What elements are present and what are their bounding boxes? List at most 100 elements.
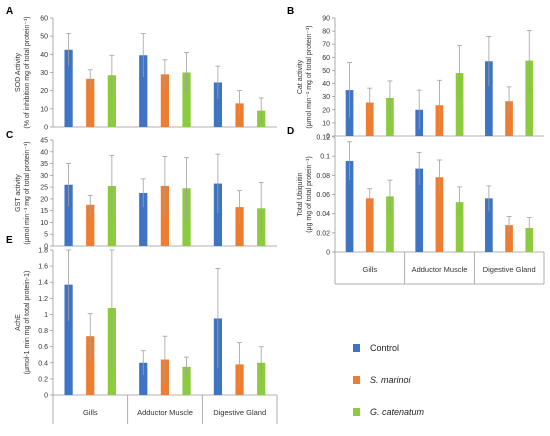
bar-g-catenatum — [525, 228, 534, 252]
category-label: Gills — [363, 265, 378, 274]
y-axis-title: Total Ubiquitin — [297, 172, 304, 216]
y-tick-label: 0.2 — [38, 376, 48, 383]
panel-letter: C — [6, 130, 13, 141]
y-tick-label: 1.6 — [38, 264, 48, 271]
y-tick-label: 80 — [322, 29, 330, 36]
bar-s-marinoi — [505, 225, 513, 252]
category-label: Digestive Gland — [483, 265, 536, 274]
y-axis-subtitle: (µmol-1 min mg of total protein-1) — [24, 271, 31, 375]
y-axis-subtitle: (% of inhibition mg of total protein⁻¹) — [24, 16, 31, 128]
y-tick-label: 40 — [322, 81, 330, 88]
category-label: Gills — [83, 408, 98, 417]
bar-control — [139, 362, 148, 395]
y-tick-label: 50 — [322, 68, 330, 75]
bar-control — [485, 61, 493, 137]
chart-panel-d: D 0 0.02 0.04 0.06 0.08 0.1 0.12 Total Ubiquitin… — [287, 126, 545, 285]
bar-s-marinoi — [235, 207, 244, 246]
y-axis-subtitle: (µg mg of total protein⁻¹) — [306, 156, 313, 233]
bar-g-catenatum — [525, 60, 534, 136]
y-tick-label: 1 — [44, 312, 48, 319]
y-tick-label: 40 — [40, 52, 48, 59]
y-tick-label: 0.1 — [320, 154, 330, 161]
y-axis-subtitle: (µmol min⁻¹ mg of total protein⁻¹) — [24, 141, 31, 244]
legend-swatch-g-catenatum — [353, 408, 360, 416]
y-axis-title: GST activity — [15, 174, 22, 212]
y-tick-label: 1.4 — [38, 280, 48, 287]
y-tick-label: 45 — [40, 138, 48, 145]
bar-g-catenatum — [455, 73, 464, 136]
y-tick-label: 10 — [322, 120, 330, 127]
y-tick-label: 0.4 — [38, 360, 48, 367]
bar-g-catenatum — [182, 72, 191, 127]
chart-panel-a: A 0 10 20 30 40 50 60 SOD Activity (% of inhibiti… — [6, 6, 277, 132]
legend-swatch-control — [353, 344, 360, 352]
chart-panel-c: C 0 5 10 15 20 25 30 35 40 45 GST activity (µmol min… — [6, 130, 277, 251]
y-tick-label: 90 — [322, 16, 330, 23]
panel-letter: D — [287, 126, 294, 137]
panel-letter: B — [287, 6, 294, 17]
y-tick-label: 0.6 — [38, 344, 48, 351]
y-tick-label: 0 — [44, 244, 48, 251]
bar-s-marinoi — [160, 185, 170, 246]
chart-panel-b: B 0 10 20 30 40 50 60 70 80 90 Cat activity (µmol mi… — [287, 6, 544, 141]
bar-s-marinoi — [365, 198, 374, 252]
bar-s-marinoi — [86, 204, 95, 246]
y-tick-label: 0.04 — [316, 211, 330, 218]
y-axis-title: AchE — [15, 314, 22, 331]
y-tick-label: 0.12 — [316, 135, 330, 142]
y-tick-label: 1.2 — [38, 296, 48, 303]
y-tick-label: 60 — [40, 16, 48, 23]
category-label: Adductor Muscle — [137, 408, 193, 417]
category-label: Digestive Gland — [213, 408, 266, 417]
y-tick-label: 30 — [322, 94, 330, 101]
y-tick-label: 20 — [322, 107, 330, 114]
y-tick-label: 15 — [40, 208, 48, 215]
legend-swatch-s-marinoi — [353, 376, 360, 384]
bar-control — [485, 198, 493, 252]
y-tick-label: 0 — [44, 125, 48, 132]
y-tick-label: 70 — [322, 42, 330, 49]
bar-s-marinoi — [505, 101, 513, 136]
y-axis-title: SOD Activity — [15, 53, 22, 92]
y-axis-title: Cat activity — [297, 59, 304, 94]
legend-item-control: Control — [353, 340, 543, 356]
bar-control — [64, 284, 73, 395]
y-tick-label: 25 — [40, 185, 48, 192]
bar-control — [213, 82, 223, 127]
bar-g-catenatum — [386, 97, 394, 136]
legend-label-g-catenatum: G. catenatum — [370, 407, 425, 417]
y-tick-label: 0.08 — [316, 173, 330, 180]
y-tick-label: 50 — [40, 34, 48, 41]
panel-letter: A — [6, 6, 13, 17]
bar-s-marinoi — [86, 336, 95, 395]
y-tick-label: 30 — [40, 70, 48, 77]
y-tick-label: 20 — [40, 196, 48, 203]
y-tick-label: 0.02 — [316, 230, 330, 237]
y-tick-label: 20 — [40, 88, 48, 95]
y-tick-label: 0.06 — [316, 192, 330, 199]
y-tick-label: 35 — [40, 161, 48, 168]
bar-g-catenatum — [107, 75, 116, 127]
legend-label-s-marinoi: S. marinoi — [370, 375, 411, 385]
y-axis-subtitle: (µmol min⁻¹ mg of total protein⁻¹) — [306, 25, 313, 128]
y-tick-label: 60 — [322, 55, 330, 62]
legend-item-g-catenatum: G. catenatum — [353, 404, 543, 420]
bar-g-catenatum — [182, 366, 191, 395]
category-label: Adductor Muscle — [412, 265, 468, 274]
y-tick-label: 5 — [44, 232, 48, 239]
y-tick-label: 0 — [326, 134, 330, 141]
y-tick-label: 40 — [40, 149, 48, 156]
bar-control — [64, 184, 73, 246]
legend-item-s-marinoi: S. marinoi — [353, 372, 543, 388]
bar-control — [345, 160, 354, 252]
bar-control — [213, 183, 223, 246]
bar-s-marinoi — [160, 74, 170, 127]
y-tick-label: 30 — [40, 173, 48, 180]
y-tick-label: 1.8 — [38, 248, 48, 255]
bar-s-marinoi — [365, 102, 374, 136]
y-tick-label: 0.8 — [38, 328, 48, 335]
y-tick-label: 10 — [40, 106, 48, 113]
bar-g-catenatum — [386, 196, 394, 252]
y-tick-label: 0 — [326, 250, 330, 257]
